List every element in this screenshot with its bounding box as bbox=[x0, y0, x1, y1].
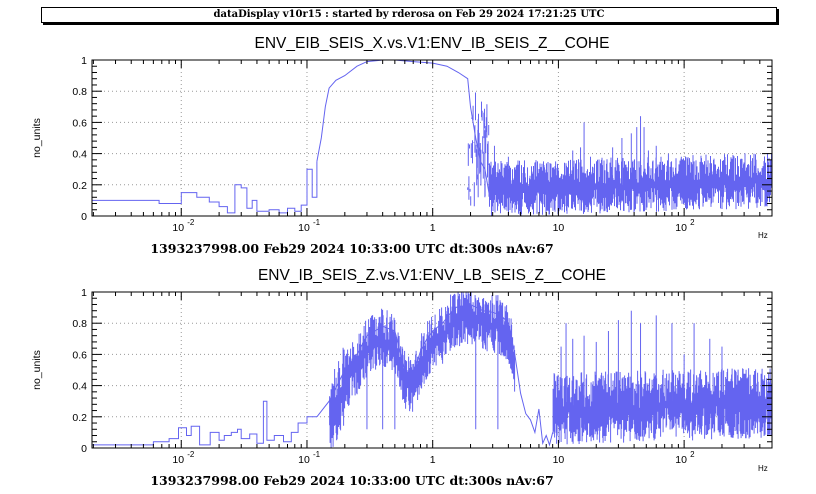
main-trace bbox=[316, 60, 494, 204]
y-tick-label: 0.4 bbox=[72, 149, 87, 161]
x-tick-exponent: -1 bbox=[313, 218, 321, 227]
plot-frame bbox=[91, 291, 773, 449]
plot-frame bbox=[91, 59, 773, 217]
y-tick-label: 1 bbox=[81, 55, 87, 67]
y-axis-label: no_units bbox=[31, 350, 43, 390]
y-ticks bbox=[92, 59, 772, 217]
x-tick-label: 10 bbox=[298, 222, 310, 234]
grid bbox=[92, 60, 772, 216]
x-tick-label: 10 bbox=[298, 454, 310, 466]
x-tick-exponent: 2 bbox=[690, 218, 695, 227]
y-tick-label: 0.2 bbox=[72, 180, 87, 192]
series bbox=[92, 292, 772, 448]
step-trace bbox=[92, 161, 318, 214]
y-tick-label: 0 bbox=[81, 443, 87, 455]
x-tick-exponent: -1 bbox=[313, 450, 321, 459]
noise-trace bbox=[488, 153, 772, 216]
chart-1: ENV_EIB_SEIS_X.vs.V1:ENV_IB_SEIS_Z__COHE… bbox=[31, 35, 773, 256]
x-ticks bbox=[92, 292, 773, 448]
chart-caption: 1393237998.00 Feb29 2024 10:33:00 UTC dt… bbox=[150, 241, 553, 256]
x-tick-exponent: 2 bbox=[690, 450, 695, 459]
y-ticks bbox=[92, 291, 772, 449]
chart-2: ENV_IB_SEIS_Z.vs.V1:ENV_LB_SEIS_Z__COHEn… bbox=[31, 267, 773, 488]
y-tick-label: 0 bbox=[81, 211, 87, 223]
y-tick-label: 0.6 bbox=[72, 117, 87, 129]
step-trace bbox=[92, 400, 317, 446]
x-tick-label: 10 bbox=[172, 454, 184, 466]
x-tick-label: 10 bbox=[675, 222, 687, 234]
x-tick-label: 1 bbox=[430, 222, 436, 234]
x-tick-exponent: -2 bbox=[187, 218, 195, 227]
x-axis-unit: Hz bbox=[758, 231, 768, 240]
x-tick-label: 10 bbox=[675, 454, 687, 466]
y-tick-label: 0.8 bbox=[72, 318, 87, 330]
series bbox=[92, 60, 772, 216]
y-tick-label: 0.6 bbox=[72, 349, 87, 361]
y-tick-label: 0.8 bbox=[72, 86, 87, 98]
x-tick-exponent: -2 bbox=[187, 450, 195, 459]
x-tick-label: 10 bbox=[172, 222, 184, 234]
header-banner: dataDisplay v10r15 : started by rderosa … bbox=[41, 7, 777, 23]
chart-title: ENV_IB_SEIS_Z.vs.V1:ENV_LB_SEIS_Z__COHE bbox=[258, 267, 606, 284]
x-tick-label: 10 bbox=[553, 222, 565, 234]
noise-trace bbox=[329, 292, 772, 448]
y-tick-label: 0.2 bbox=[72, 412, 87, 424]
y-tick-label: 0.4 bbox=[72, 381, 87, 393]
x-ticks bbox=[92, 60, 773, 216]
chart-caption: 1393237998.00 Feb29 2024 10:33:00 UTC dt… bbox=[150, 473, 553, 488]
chart-title: ENV_EIB_SEIS_X.vs.V1:ENV_IB_SEIS_Z__COHE bbox=[255, 35, 610, 52]
x-tick-label: 10 bbox=[553, 454, 565, 466]
transition-trace bbox=[467, 92, 490, 207]
y-axis-label: no_units bbox=[31, 118, 43, 158]
y-tick-label: 1 bbox=[81, 287, 87, 299]
x-tick-label: 1 bbox=[430, 454, 436, 466]
x-axis-unit: Hz bbox=[758, 464, 768, 473]
